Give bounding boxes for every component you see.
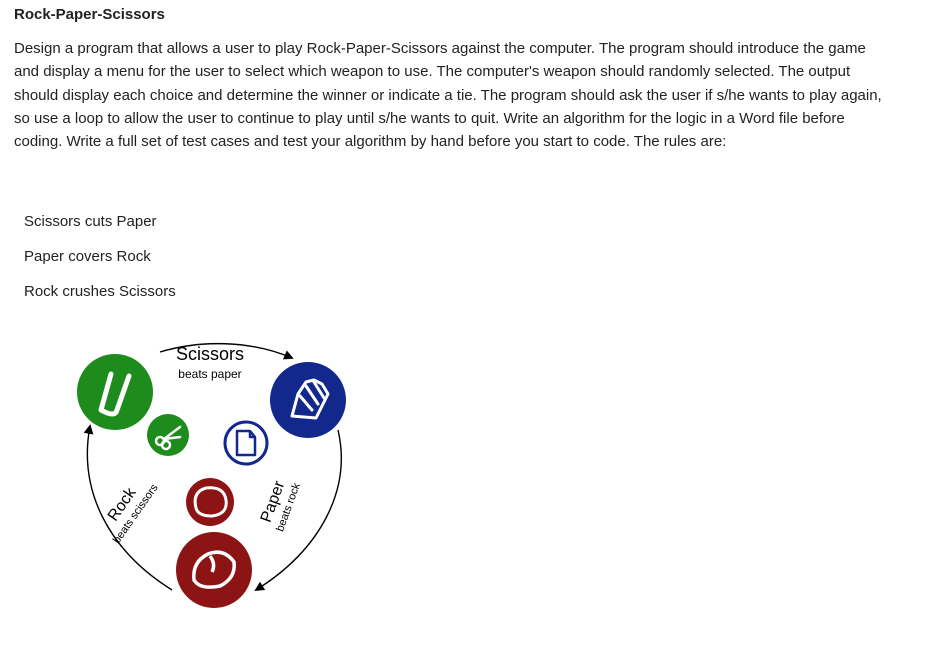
rps-diagram: Scissors beats paper Rockbeats scissors Pap… — [60, 330, 934, 630]
rules-list: Scissors cuts Paper Paper covers Rock Ro… — [24, 213, 934, 300]
paper-sheet-icon — [225, 422, 267, 464]
scissors-hand-icon — [77, 354, 153, 430]
label-paper-group: Paperbeats rock — [256, 475, 303, 534]
label-scissors: Scissors — [176, 344, 244, 364]
rule-item: Paper covers Rock — [24, 248, 934, 265]
rule-item: Rock crushes Scissors — [24, 283, 934, 300]
rule-item: Scissors cuts Paper — [24, 213, 934, 230]
label-scissors-sub: beats paper — [178, 367, 241, 381]
page-title: Rock-Paper-Scissors — [14, 6, 934, 23]
assignment-page: Rock-Paper-Scissors Design a program tha… — [0, 0, 948, 650]
assignment-paragraph: Design a program that allows a user to p… — [14, 37, 894, 153]
paper-hand-icon — [270, 362, 346, 438]
label-rock-group: Rockbeats scissors — [95, 471, 161, 546]
rps-diagram-svg: Scissors beats paper Rockbeats scissors Pap… — [60, 330, 360, 630]
